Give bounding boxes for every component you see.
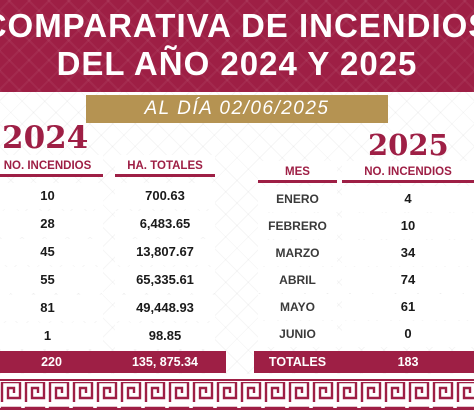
title-line-1: COMPARATIVA DE INCENDIOS xyxy=(0,7,474,44)
total-label-2025: TOTALES xyxy=(268,355,327,369)
total-incendios-2025: 183 xyxy=(397,355,419,369)
table-cell-hectareas-2024: 13,807.67 xyxy=(115,239,215,265)
table-cell-mes-2025: MARZO xyxy=(258,240,337,266)
table-cell-mes-2025: MAYO xyxy=(258,294,337,320)
table-cell-hectareas-2024: 98.85 xyxy=(115,323,215,349)
table-cell-incendios-2024: 55 xyxy=(0,267,103,293)
table-cell-incendios-2025: 0 xyxy=(342,321,474,347)
table-cell-incendios-2024: 45 xyxy=(0,239,103,265)
table-cell-mes-2025: ABRIL xyxy=(258,267,337,293)
col-header-incendios-2025: NO. INCENDIOS xyxy=(342,161,474,183)
table-cell-hectareas-2024: 700.63 xyxy=(115,183,215,209)
title-banner: COMPARATIVA DE INCENDIOS DEL AÑO 2024 Y … xyxy=(0,0,474,92)
col-header-mes-2025: MES xyxy=(258,161,337,183)
year-2024-heading: 2024 xyxy=(2,120,89,156)
table-cell-mes-2025: FEBRERO xyxy=(258,213,337,239)
title-line-2: DEL AÑO 2024 Y 2025 xyxy=(56,45,418,82)
table-cell-incendios-2025: 34 xyxy=(342,240,474,266)
year-2025-heading: 2025 xyxy=(368,128,449,162)
table-cell-hectareas-2024: 6,483.65 xyxy=(115,211,215,237)
table-cell-incendios-2025: 61 xyxy=(342,294,474,320)
total-row-2025 xyxy=(254,351,474,373)
table-cell-incendios-2024: 10 xyxy=(0,183,103,209)
table-cell-incendios-2025: 4 xyxy=(342,186,474,212)
table-cell-incendios-2024: 81 xyxy=(0,295,103,321)
date-label: AL DÍA 02/06/2025 xyxy=(86,95,388,123)
table-cell-incendios-2025: 10 xyxy=(342,213,474,239)
total-row-2024 xyxy=(0,351,226,373)
greek-key-border xyxy=(0,378,474,410)
col-header-incendios-2024: NO. INCENDIOS xyxy=(0,155,103,177)
table-cell-incendios-2024: 1 xyxy=(0,323,103,349)
table-cell-incendios-2025: 74 xyxy=(342,267,474,293)
total-incendios-2024: 220 xyxy=(41,355,62,369)
table-cell-mes-2025: ENERO xyxy=(258,186,337,212)
fret-pattern-icon xyxy=(0,379,474,410)
col-header-hectareas-2024: HA. TOTALES xyxy=(115,155,215,177)
table-cell-mes-2025: JUNIO xyxy=(258,321,337,347)
table-cell-incendios-2024: 28 xyxy=(0,211,103,237)
table-cell-hectareas-2024: 65,335.61 xyxy=(115,267,215,293)
total-hectareas-2024: 135, 875.34 xyxy=(131,355,199,369)
table-cell-hectareas-2024: 49,448.93 xyxy=(115,295,215,321)
